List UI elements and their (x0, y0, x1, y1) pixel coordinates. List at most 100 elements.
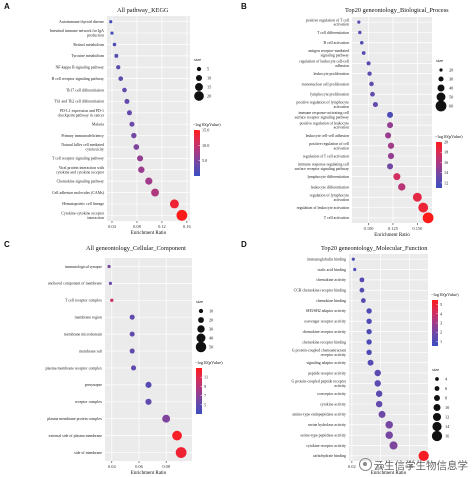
term-label: presynapse (85, 383, 103, 387)
data-point (367, 71, 372, 76)
size-legend-dot (436, 92, 446, 102)
term-label: scavenger receptor activity (304, 320, 346, 324)
color-bar-label: 16 (444, 160, 448, 165)
data-point (418, 450, 429, 461)
color-bar (196, 368, 202, 414)
size-legend-dot (439, 68, 443, 72)
chart-b-svg: positive regulation of T cell activation T… (295, 17, 463, 238)
size-legend-dot (198, 308, 204, 314)
term-label: G protein-coupled peptide receptor activi… (291, 379, 346, 387)
size-legend-dot (195, 74, 203, 82)
data-point (357, 20, 361, 24)
size-legend-dot (431, 430, 443, 442)
chart-panel-c: C All geneontology_Cellular_Component im… (0, 238, 237, 476)
term-label: coreceptor activity (317, 392, 346, 396)
term-label: mononuclear cell proliferation (302, 82, 349, 86)
chart-panel-b: B Top20 geneontology_Biological_Process … (237, 0, 474, 238)
term-label: T cell receptor signaling pathway (52, 157, 104, 161)
wechat-icon (358, 458, 372, 471)
term-label: SH3/SH2 adaptor activity (306, 309, 346, 313)
data-point (385, 431, 393, 439)
term-label: positive regulation of lymphocyte activat… (296, 101, 349, 109)
data-point (385, 132, 392, 139)
term-label: chemokine receptor binding (302, 340, 346, 344)
data-point (366, 328, 372, 335)
data-point (360, 298, 366, 303)
size-legend-label: 40 (449, 86, 453, 91)
term-label: immune response-regulating cell surface r… (295, 162, 349, 170)
data-point (366, 61, 371, 66)
term-label: positive regulation of leukocyte activati… (300, 121, 350, 129)
size-legend-label: 30 (209, 327, 213, 332)
data-point (138, 166, 145, 173)
term-label: positive regulation of T cell activation (306, 18, 349, 26)
term-label: Tyrosine metabolism (71, 54, 104, 58)
x-tick-label: 0.12 (158, 224, 166, 229)
x-tick-label: 0.06 (405, 464, 413, 469)
color-bar-label: 1 (440, 339, 442, 344)
term-label: side of membrane (74, 451, 102, 455)
term-label: regulation of T cell activation (303, 154, 349, 158)
size-legend-label: 6 (445, 386, 448, 391)
data-point (387, 122, 394, 129)
data-point (387, 163, 394, 170)
term-label: chemokine activity (316, 278, 346, 282)
data-point (110, 298, 114, 302)
panel-title: All pathway_KEGG (117, 7, 169, 14)
term-label: Primary immunodeficiency (61, 134, 104, 138)
size-legend-label: 10 (209, 309, 213, 314)
term-label: Th17 cell differentiation (66, 88, 104, 92)
chart-c-svg: immunological synapse anchored component … (46, 258, 223, 476)
size-legend-dot (434, 386, 440, 391)
plot-background (349, 254, 428, 461)
size-legend-label: 60 (449, 104, 453, 109)
size-legend-label: 50 (209, 345, 213, 350)
color-bar (432, 300, 438, 346)
data-point (114, 53, 119, 58)
data-point (137, 155, 144, 162)
color-legend-title: −log10(pValue) (435, 134, 463, 139)
term-label: regulation of leukocyte cell-cell adhesio… (299, 59, 349, 67)
data-point (116, 65, 121, 70)
chart-panel-d: D Top20 geneontology_Molecular_Function … (237, 238, 474, 476)
term-label: immune response-activating cell surface r… (295, 111, 349, 119)
size-legend-dot (432, 421, 442, 432)
data-point (162, 414, 171, 423)
data-point (422, 212, 434, 224)
data-point (169, 199, 179, 209)
color-bar (194, 130, 200, 176)
color-bar (436, 142, 442, 188)
term-label: receptor complex (75, 400, 102, 404)
size-legend-label: 50 (449, 95, 453, 100)
color-bar-label: 5 (204, 402, 206, 407)
size-legend-label: 40 (209, 336, 213, 341)
size-legend-dot (435, 377, 439, 381)
data-point (112, 42, 117, 47)
size-legend-label: 10 (445, 405, 449, 410)
color-legend-title: −log10(pValue) (431, 292, 459, 297)
term-label: cytokine receptor activity (306, 444, 346, 448)
data-point (359, 287, 365, 293)
data-point (412, 192, 422, 202)
term-label: Malaria (92, 122, 104, 126)
size-legend-label: 4 (445, 377, 448, 382)
data-point (385, 421, 393, 429)
data-point (107, 264, 111, 269)
data-point (108, 281, 113, 285)
data-point (366, 349, 372, 356)
term-label: signaling adaptor activity (306, 361, 346, 365)
term-label: regulation of leukocyte activation (297, 206, 349, 210)
data-point (129, 348, 135, 354)
data-point (398, 183, 406, 191)
color-bar-label: 15.0 (202, 128, 209, 133)
size-legend-title: size (194, 57, 201, 62)
term-label: Hematopoietic cell lineage (62, 202, 104, 206)
data-point (131, 365, 137, 371)
term-label: Chemokine signaling pathway (57, 179, 104, 183)
size-legend-label: 5 (207, 67, 209, 72)
data-point (374, 369, 381, 377)
x-tick-label: 0.100 (364, 226, 375, 231)
term-label: B cell activation (324, 41, 350, 45)
term-label: T cell receptor complex (65, 299, 102, 303)
size-legend-title: size (436, 58, 443, 63)
